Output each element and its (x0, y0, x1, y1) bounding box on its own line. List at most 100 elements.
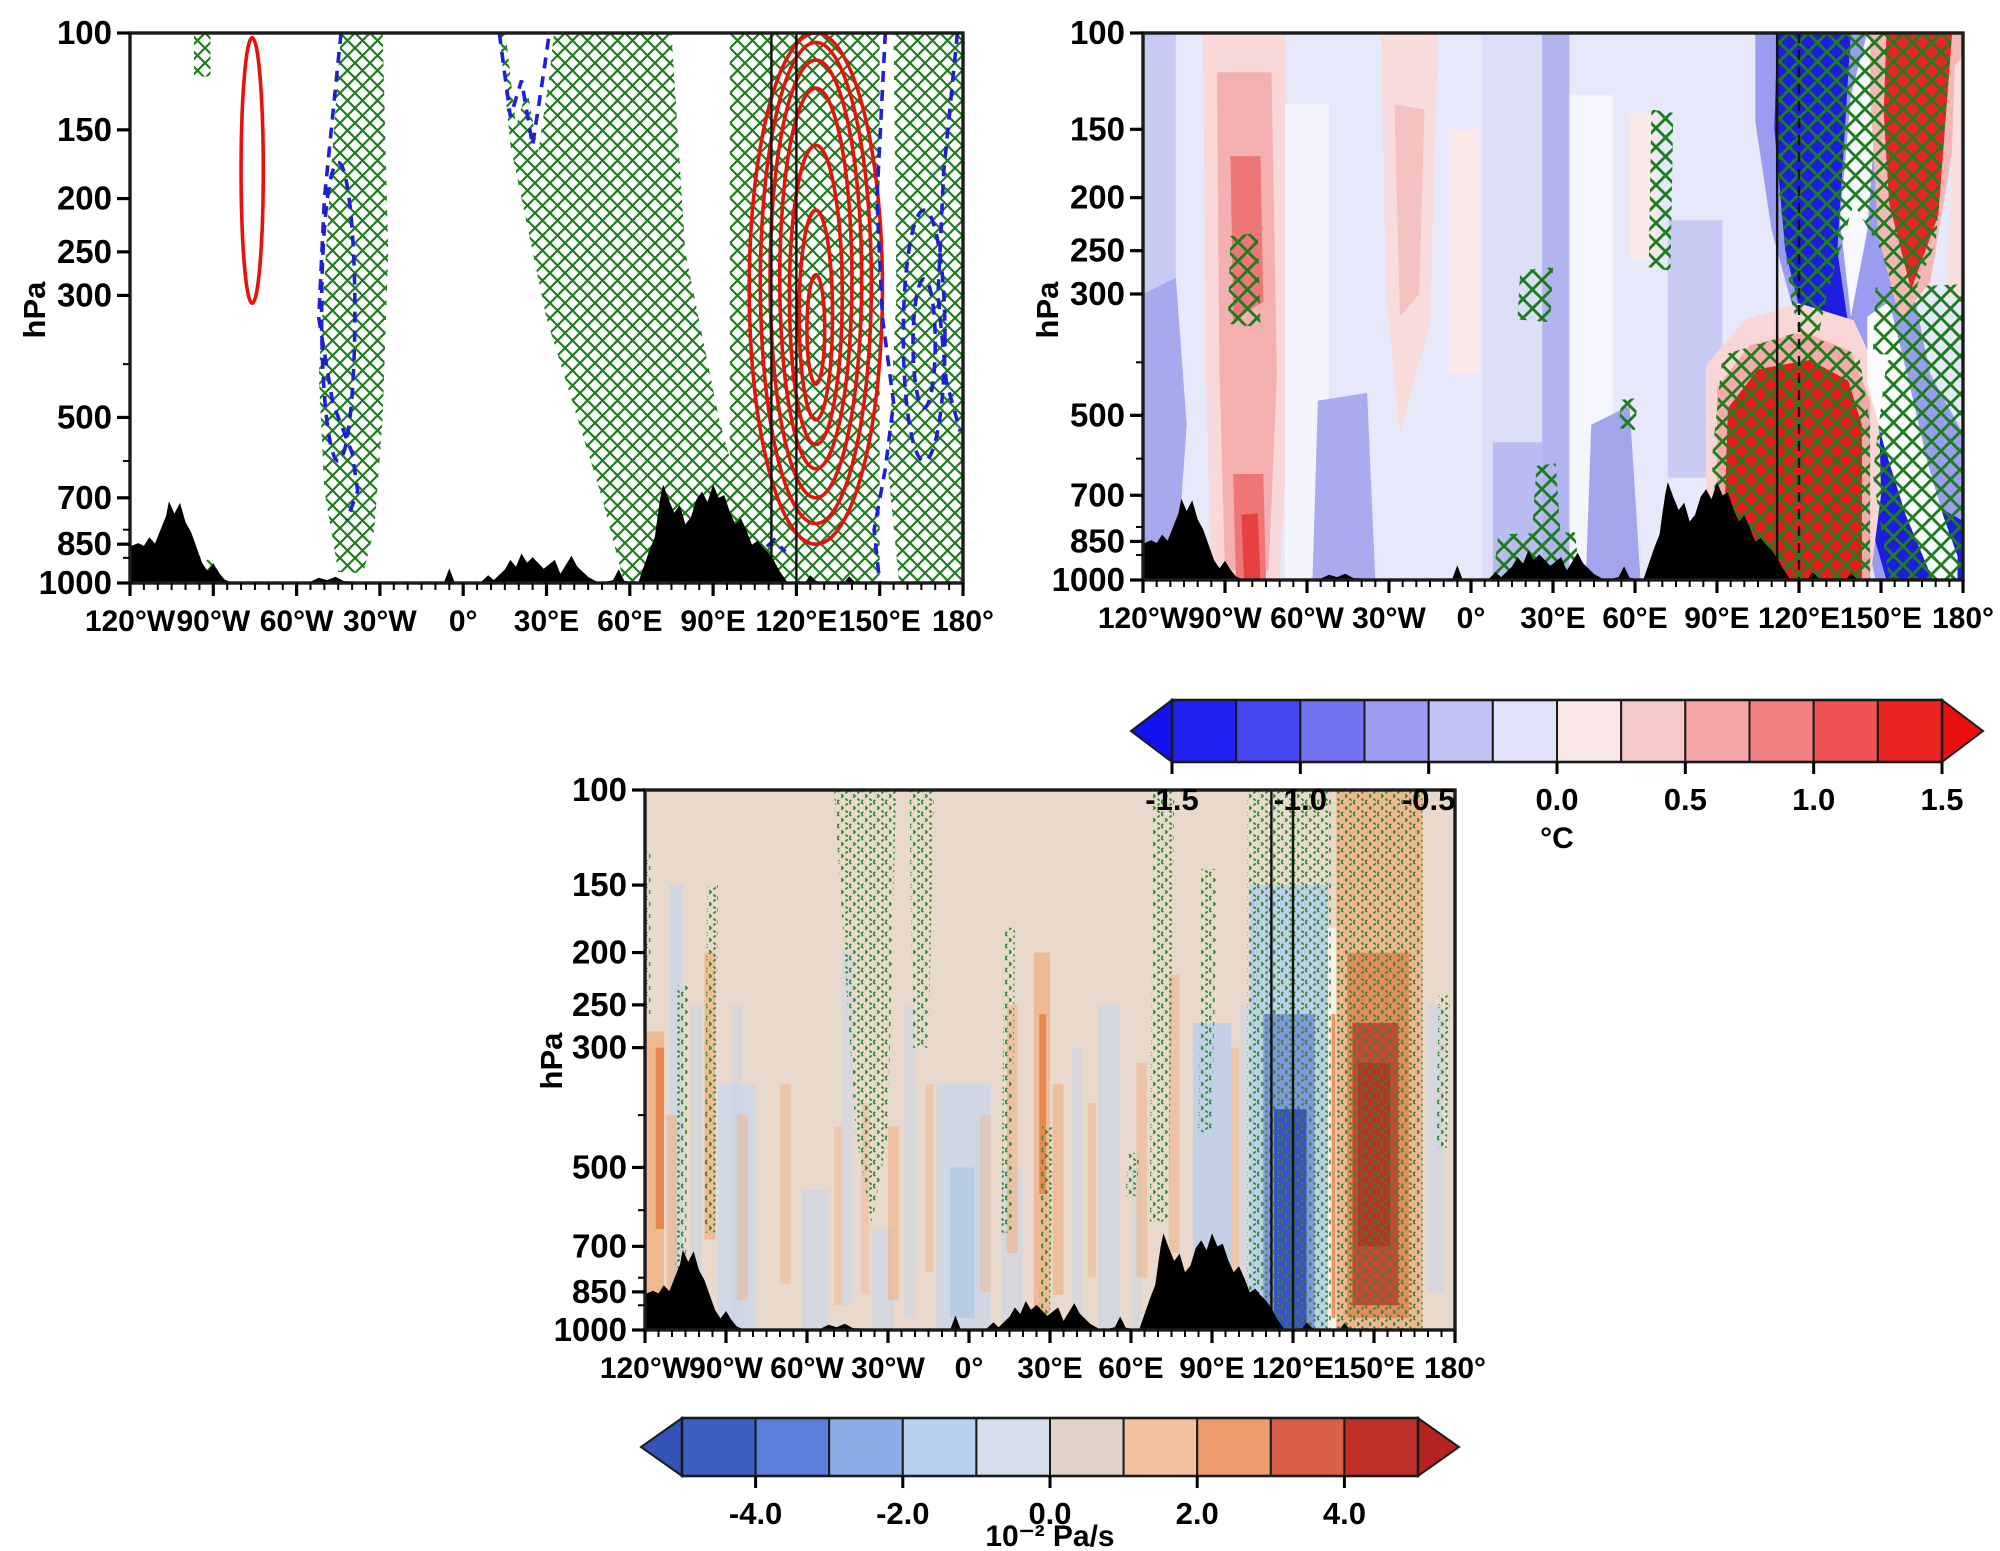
contour-line (747, 537, 787, 581)
filled-region (1946, 55, 1963, 298)
x-tick-label: 90°W (689, 1352, 763, 1385)
y-tick-label: 500 (572, 1148, 627, 1185)
significance-hatch (1125, 1152, 1140, 1197)
contour-line (805, 272, 827, 386)
x-tick-label: 30°W (1352, 602, 1426, 635)
y-tick-label: 300 (572, 1029, 627, 1066)
x-tick-label: 90°W (1188, 602, 1262, 635)
filled-region (1143, 277, 1187, 580)
colorbar-tick-label: -4.0 (729, 1496, 782, 1531)
colorbar-segment (1171, 699, 1238, 763)
y-tick-label: 100 (572, 771, 627, 808)
plot-area (645, 790, 1455, 1330)
contour-line (911, 277, 938, 410)
colorbar-segment (975, 1417, 1051, 1477)
significance-hatch (1436, 995, 1450, 1148)
y-tick-label: 100 (57, 14, 112, 51)
colorbar-segment (1491, 699, 1559, 763)
x-tick-label: 0° (1457, 602, 1486, 635)
colorbar-tick-label: 1.5 (1920, 782, 1963, 817)
colorbar-tick-label: -1.0 (1274, 782, 1327, 817)
y-tick-label: 850 (57, 525, 112, 562)
filled-region (925, 1083, 934, 1272)
filled-region (801, 1189, 829, 1330)
y-tick-label: 150 (57, 111, 112, 148)
filled-region (736, 1115, 748, 1301)
contour-line (901, 208, 947, 463)
filled-region (666, 1115, 678, 1330)
colorbar-tick-label: -0.5 (1402, 782, 1455, 817)
y-tick-label: 500 (57, 398, 112, 435)
y-tick-label: 700 (572, 1227, 627, 1264)
y-tick-label: 150 (572, 866, 627, 903)
colorbar-left-arrow (1129, 697, 1173, 765)
colorbar-tick-label: 0.0 (1535, 782, 1578, 817)
filled-region (690, 1004, 702, 1306)
contour-line (497, 33, 552, 146)
y-tick-label: 850 (572, 1273, 627, 1310)
colorbar-right-arrow (1941, 697, 1985, 765)
colorbar-segment (1684, 699, 1751, 763)
topography-silhouette (645, 1233, 1455, 1330)
colorbar-segment (1812, 699, 1879, 763)
significance-hatch (1247, 790, 1331, 1330)
filled-region (888, 1126, 899, 1301)
colorbar-right-arrow (1417, 1416, 1461, 1478)
x-tick-label: 60°W (770, 1352, 844, 1385)
colorbar-segment (1343, 1417, 1420, 1477)
filled-region (834, 1126, 843, 1306)
y-tick-label: 850 (1070, 522, 1125, 559)
contour-line (797, 208, 835, 422)
y-tick-label: 200 (572, 934, 627, 971)
x-tick-label: 90°W (176, 605, 250, 638)
significance-hatch (888, 33, 963, 583)
y-tick-label: 100 (1070, 14, 1125, 51)
x-tick-label: 120°W (1098, 602, 1189, 635)
x-tick-label: 90°E (1684, 602, 1749, 635)
significance-hatch (704, 885, 718, 1233)
significance-hatch (1039, 1126, 1053, 1318)
colorbar-temperature-unit: °C (1540, 822, 1574, 855)
colorbar-omega-unit: 10⁻² Pa/s (985, 1520, 1115, 1551)
y-tick-label: 700 (1070, 476, 1125, 513)
colorbar-tick-label: 0.0 (1028, 1496, 1071, 1531)
filled-region (655, 1047, 664, 1229)
x-tick-label: 30°E (1017, 1352, 1082, 1385)
significance-hatch (1711, 332, 1871, 580)
filled-region (1585, 405, 1641, 580)
filled-region (1098, 1004, 1121, 1330)
y-tick-label: 200 (1070, 179, 1125, 216)
colorbar-segment (1363, 699, 1430, 763)
significance-hatch (834, 790, 897, 1226)
colorbar-tick-label: -2.0 (876, 1496, 929, 1531)
filled-region (1052, 1083, 1064, 1295)
contour-line (768, 58, 864, 500)
plot-area (130, 33, 963, 583)
x-tick-label: 0° (449, 605, 478, 638)
filled-region (1239, 1004, 1250, 1330)
panel-b-plot: 120°W 90°W 60°W 30°W 0° 30°E 60°E 90°E 120°E 150°… (1052, 14, 1994, 635)
y-tick-label: 150 (1070, 110, 1125, 147)
y-tick-label: 500 (1070, 396, 1125, 433)
x-tick-label: 60°E (1098, 1352, 1163, 1385)
contour-line (239, 35, 266, 306)
x-tick-label: 120°W (85, 605, 176, 638)
x-tick-label: 90°E (680, 605, 745, 638)
topography-silhouette (1143, 482, 1963, 580)
filled-region (1087, 1103, 1096, 1278)
significance-hatch (1517, 267, 1553, 323)
filled-region (950, 1167, 975, 1318)
x-tick-label: 180° (932, 605, 994, 638)
colorbar-tick-label: 1.0 (1792, 782, 1835, 817)
y-tick-label: 250 (572, 986, 627, 1023)
x-tick-label: 150°E (1840, 602, 1922, 635)
significance-hatch (909, 790, 934, 1048)
colorbar-omega: -4.0 -2.0 0.0 2.0 4.0 (639, 1416, 1461, 1531)
significance-hatch (1198, 868, 1218, 1133)
filled-region (1241, 513, 1261, 580)
colorbar-left-arrow (639, 1416, 683, 1478)
x-tick-label: 180° (1932, 602, 1994, 635)
colorbar-segment (1556, 699, 1623, 763)
